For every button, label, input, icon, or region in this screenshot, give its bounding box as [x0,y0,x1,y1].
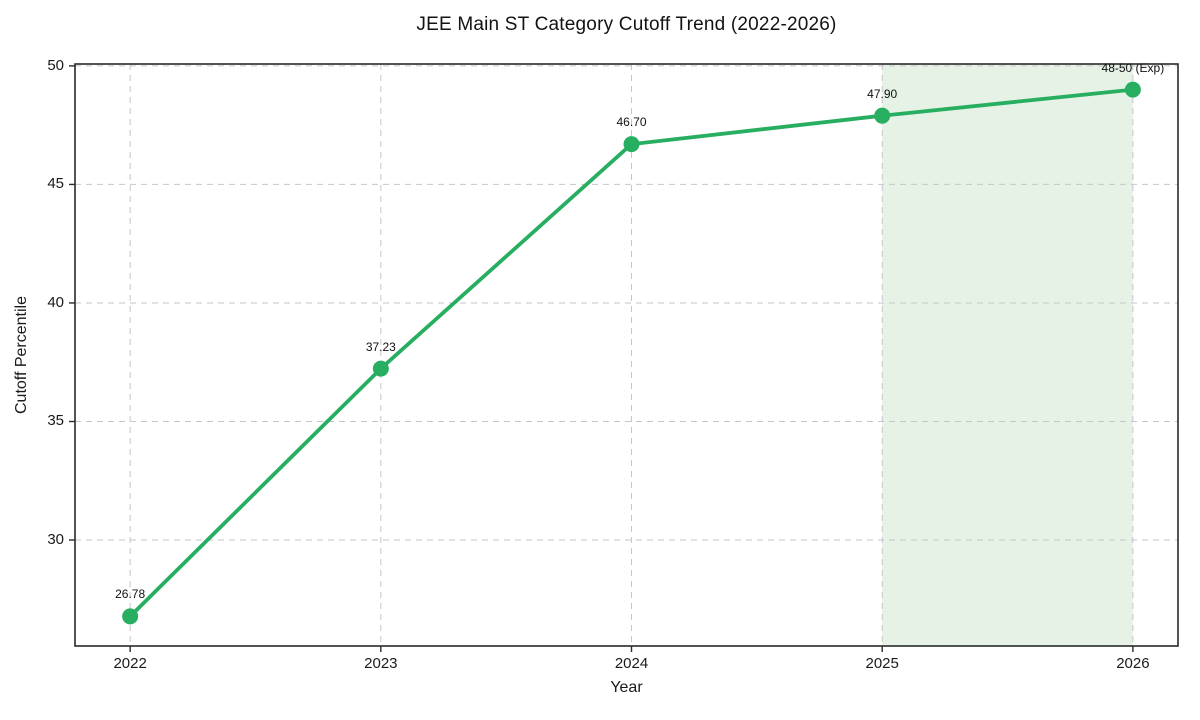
forecast-shaded-region [882,64,1133,646]
data-point-marker [1124,81,1141,98]
x-axis-label: Year [610,679,643,696]
y-axis-label: Cutoff Percentile [13,296,30,414]
data-point-marker [623,136,640,153]
data-point-marker [372,360,389,377]
data-point-marker [874,107,891,124]
data-point-marker [122,608,139,625]
plot-border [74,63,1179,647]
chart-title: JEE Main ST Category Cutoff Trend (2022-… [416,14,837,35]
